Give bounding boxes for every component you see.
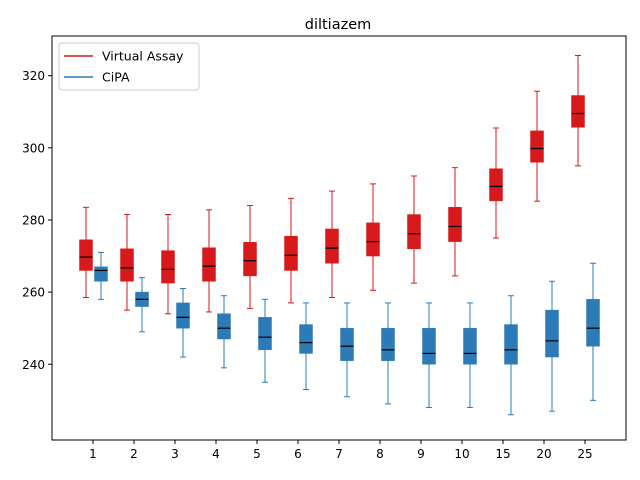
y-tick-label-240: 240 bbox=[22, 358, 45, 372]
x-tick-label-3: 3 bbox=[171, 447, 179, 461]
x-tick-label-7: 7 bbox=[335, 447, 343, 461]
box-virtual-assay-3 bbox=[161, 250, 175, 284]
box-virtual-assay-1 bbox=[79, 239, 93, 271]
y-tick-label-300: 300 bbox=[22, 141, 45, 155]
box-cipa-9 bbox=[422, 327, 436, 365]
series-cipa bbox=[94, 251, 600, 416]
box-virtual-assay-7 bbox=[325, 228, 339, 264]
x-tick-label-2: 2 bbox=[130, 447, 138, 461]
x-tick-label-20: 20 bbox=[536, 447, 551, 461]
box-virtual-assay-2 bbox=[120, 248, 134, 282]
box-cipa-7 bbox=[340, 327, 354, 361]
x-tick-label-9: 9 bbox=[417, 447, 425, 461]
box-cipa-6 bbox=[299, 324, 313, 354]
y-tick-label-260: 260 bbox=[22, 286, 45, 300]
x-tick-label-10: 10 bbox=[454, 447, 469, 461]
box-cipa-3 bbox=[176, 302, 190, 329]
box-cipa-1 bbox=[94, 266, 108, 282]
legend-label-cipa: CiPA bbox=[102, 70, 130, 85]
box-cipa-5 bbox=[258, 317, 272, 351]
x-tick-label-15: 15 bbox=[495, 447, 510, 461]
y-tick-label-280: 280 bbox=[22, 213, 45, 227]
x-tick-label-6: 6 bbox=[294, 447, 302, 461]
x-tick-label-4: 4 bbox=[212, 447, 220, 461]
box-virtual-assay-9 bbox=[407, 214, 421, 250]
box-virtual-assay-4 bbox=[202, 247, 216, 282]
box-virtual-assay-15 bbox=[489, 168, 503, 202]
box-virtual-assay-5 bbox=[243, 242, 257, 277]
box-cipa-20 bbox=[545, 309, 559, 358]
box-cipa-10 bbox=[463, 327, 477, 365]
chart-title: diltiazem bbox=[305, 17, 372, 33]
box-virtual-assay-25 bbox=[571, 95, 585, 128]
y-tick-label-320: 320 bbox=[22, 69, 45, 83]
x-axis: 1 2 3 4 5 6 7 8 9 10 15 20 25 bbox=[89, 440, 593, 461]
x-tick-label-25: 25 bbox=[577, 447, 592, 461]
y-axis: 240 260 280 300 320 bbox=[22, 69, 52, 372]
x-tick-label-5: 5 bbox=[253, 447, 261, 461]
x-tick-label-8: 8 bbox=[376, 447, 384, 461]
legend-label-virtual-assay: Virtual Assay bbox=[102, 49, 184, 64]
box-virtual-assay-6 bbox=[284, 235, 298, 271]
series-virtual-assay bbox=[79, 54, 585, 315]
box-virtual-assay-8 bbox=[366, 222, 380, 257]
box-cipa-4 bbox=[217, 313, 231, 340]
box-cipa-8 bbox=[381, 327, 395, 361]
plot-area bbox=[79, 54, 600, 416]
box-virtual-assay-10 bbox=[448, 207, 462, 242]
x-tick-label-1: 1 bbox=[89, 447, 97, 461]
legend: Virtual Assay CiPA bbox=[58, 42, 200, 91]
box-cipa-25 bbox=[586, 299, 600, 347]
box-cipa-15 bbox=[504, 324, 518, 365]
legend-frame bbox=[58, 42, 200, 91]
box-virtual-assay-20 bbox=[530, 130, 544, 163]
